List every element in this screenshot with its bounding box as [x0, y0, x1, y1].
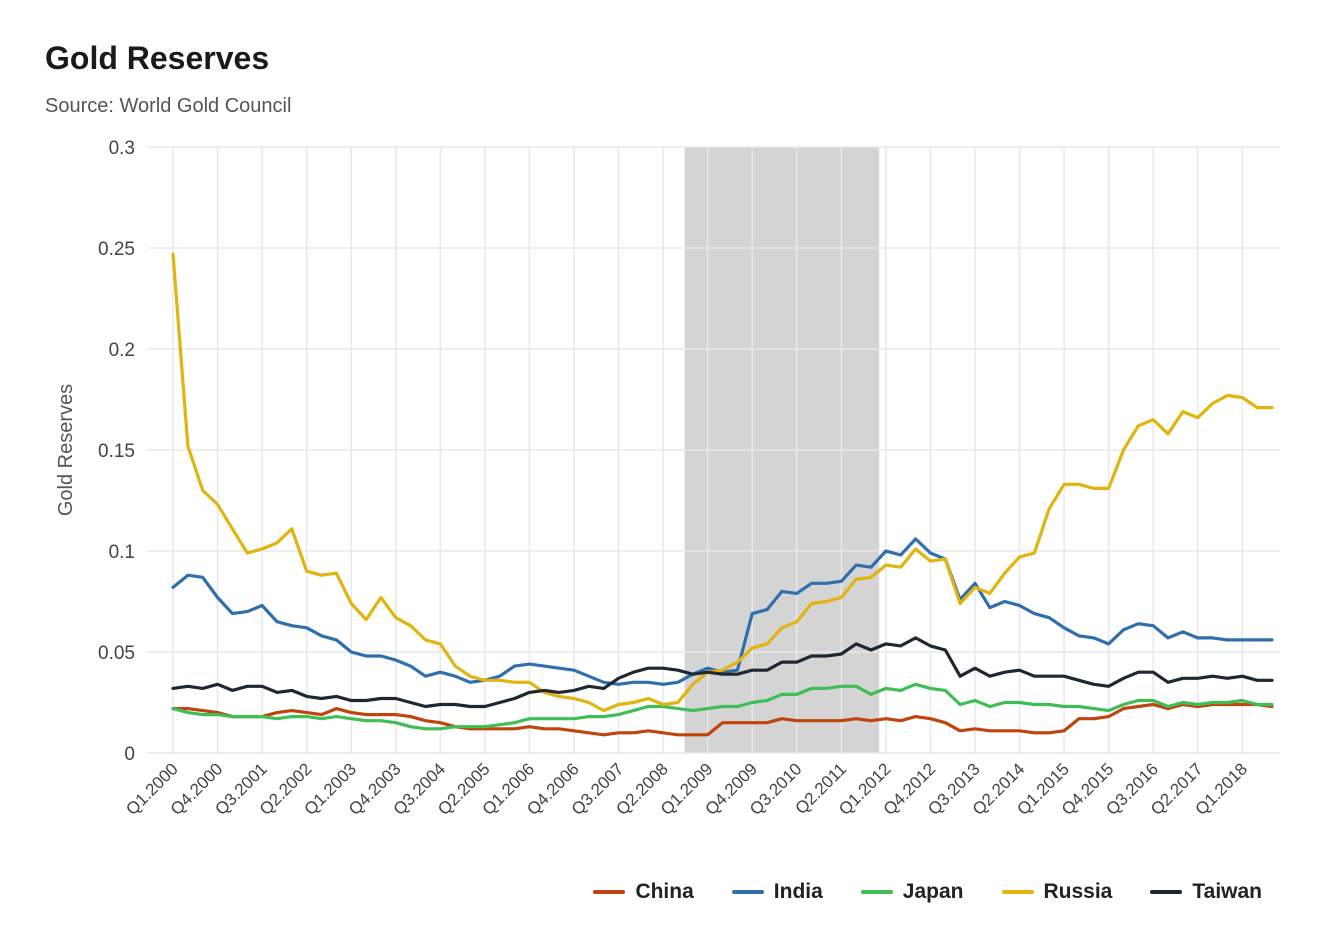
legend-swatch	[860, 890, 893, 894]
legend-label: China	[635, 880, 694, 903]
chart-subtitle: Source: World Gold Council	[45, 95, 292, 117]
legend-label: India	[773, 880, 823, 903]
chart-legend: China India Japan Russia Taiwan	[593, 880, 1262, 904]
legend-item-china: China	[593, 880, 694, 904]
series-line-china	[171, 702, 1274, 737]
y-tick-label: 0	[124, 744, 135, 765]
series-line-russia	[171, 252, 1274, 713]
legend-item-russia: Russia	[1001, 880, 1113, 904]
legend-label: Russia	[1043, 880, 1113, 903]
y-tick-label: 0.3	[109, 138, 135, 159]
series-line-japan	[171, 682, 1274, 731]
y-tick-label: 0.1	[109, 542, 135, 563]
series-line-india	[171, 537, 1274, 686]
legend-swatch	[1001, 890, 1034, 894]
y-axis-label: Gold Reserves	[55, 384, 77, 516]
legend-item-india: India	[731, 880, 823, 904]
legend-item-taiwan: Taiwan	[1150, 880, 1262, 904]
legend-swatch	[593, 890, 626, 894]
legend-swatch	[731, 890, 764, 894]
y-tick-label: 0.2	[109, 340, 135, 361]
y-tick-label: 0.05	[98, 643, 135, 664]
legend-swatch	[1150, 890, 1183, 894]
series-line-taiwan	[171, 636, 1274, 709]
y-tick-label: 0.25	[98, 239, 135, 260]
legend-label: Japan	[902, 880, 964, 903]
legend-item-japan: Japan	[860, 880, 964, 904]
chart-title: Gold Reserves	[45, 40, 270, 76]
y-tick-label: 0.15	[98, 441, 135, 462]
legend-label: Taiwan	[1192, 880, 1262, 903]
